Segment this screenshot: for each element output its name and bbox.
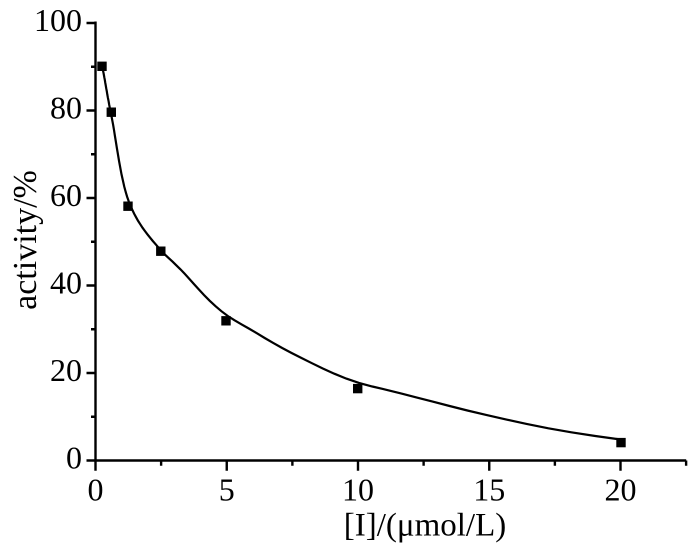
svg-text:15: 15 <box>473 472 505 508</box>
svg-text:[I]/(μmol/L): [I]/(μmol/L) <box>344 508 506 544</box>
svg-text:0: 0 <box>66 439 82 475</box>
svg-text:5: 5 <box>219 472 235 508</box>
svg-text:activity/%: activity/% <box>7 170 44 310</box>
svg-text:0: 0 <box>88 472 104 508</box>
svg-text:60: 60 <box>50 177 82 213</box>
svg-text:20: 20 <box>50 352 82 388</box>
svg-text:100: 100 <box>34 2 82 38</box>
svg-text:20: 20 <box>605 472 637 508</box>
svg-text:80: 80 <box>50 89 82 125</box>
svg-text:10: 10 <box>342 472 374 508</box>
svg-text:40: 40 <box>50 264 82 300</box>
